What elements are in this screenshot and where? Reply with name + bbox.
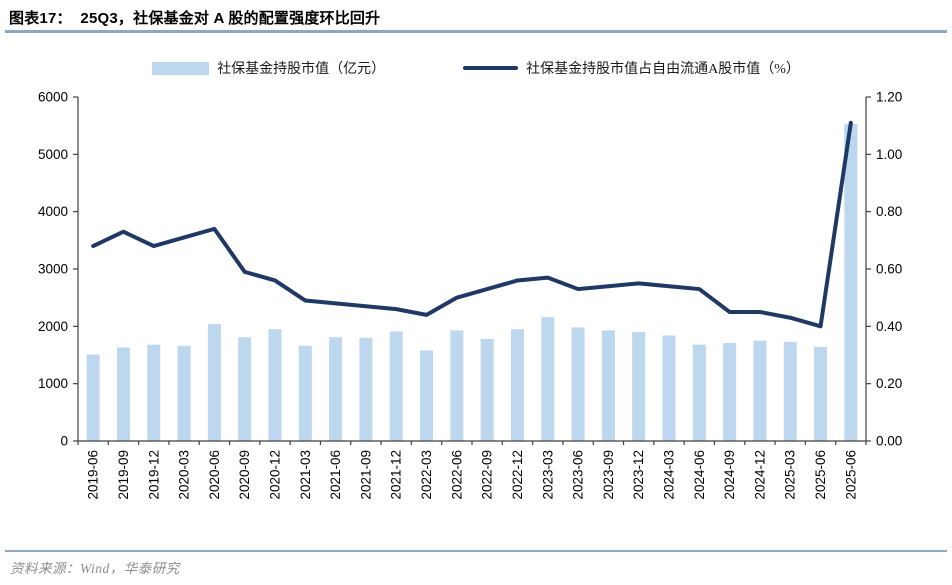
bar-2020-09	[238, 337, 252, 441]
bar-2023-06	[571, 327, 585, 441]
bar-2019-12	[147, 344, 161, 441]
bar-2021-09	[359, 337, 373, 441]
legend-label-bar-series: 社保基金持股市值（亿元）	[217, 62, 386, 77]
left-tick-label: 2000	[38, 319, 68, 334]
x-tick-label: 2021-12	[389, 450, 404, 500]
right-tick-label: 1.20	[876, 90, 902, 105]
bar-2023-09	[601, 330, 615, 441]
x-tick-label: 2019-06	[86, 450, 101, 500]
source-note: 资料来源：Wind，华泰研究	[10, 561, 180, 576]
x-tick-label: 2019-12	[146, 450, 161, 500]
x-tick-label: 2023-12	[631, 450, 646, 500]
bar-2025-03	[783, 341, 797, 441]
x-tick-label: 2023-09	[601, 450, 616, 500]
x-tick-label: 2024-03	[662, 450, 677, 500]
right-tick-label: 0.00	[876, 434, 902, 449]
x-tick-label: 2025-06	[843, 450, 858, 500]
bar-2020-03	[177, 345, 191, 441]
right-tick-label: 0.20	[876, 376, 902, 391]
bar-2025-06	[814, 346, 828, 441]
bar-2024-06	[692, 344, 706, 441]
footer-divider	[5, 550, 947, 552]
x-tick-label: 2021-09	[358, 450, 373, 500]
legend-item-line-series: 社保基金持股市值占自由流通A股市值（%）	[463, 58, 800, 78]
x-tick-label: 2023-06	[571, 450, 586, 500]
left-tick-label: 5000	[38, 147, 68, 162]
bar-2022-06	[450, 330, 464, 441]
bar-2020-06	[207, 324, 221, 441]
bar-2024-09	[723, 342, 737, 441]
right-tick-label: 0.60	[876, 262, 902, 277]
line-series-swatch-icon	[463, 66, 519, 70]
right-tick-label: 0.40	[876, 319, 902, 334]
x-tick-label: 2022-06	[449, 450, 464, 500]
left-tick-label: 6000	[38, 90, 68, 105]
legend-item-bar-series: 社保基金持股市值（亿元）	[152, 58, 385, 78]
bar-2023-03	[541, 317, 555, 441]
x-tick-label: 2025-03	[783, 450, 798, 500]
x-tick-label: 2019-09	[116, 450, 131, 500]
x-tick-label: 2020-06	[207, 450, 222, 500]
bar-2020-12	[268, 329, 282, 441]
chart-legend: 社保基金持股市值（亿元） 社保基金持股市值占自由流通A股市值（%）	[0, 58, 952, 78]
x-tick-label: 2020-03	[177, 450, 192, 500]
bar-2019-09	[116, 347, 130, 441]
bar-2024-03	[662, 335, 676, 441]
bar-2021-03	[298, 345, 312, 441]
left-tick-label: 3000	[38, 262, 68, 277]
bar-2019-06	[86, 354, 100, 441]
bar-series-swatch-icon	[152, 61, 210, 75]
bar-2021-06	[329, 337, 343, 441]
x-tick-label: 2024-12	[752, 450, 767, 500]
x-tick-label: 2024-09	[722, 450, 737, 500]
x-tick-label: 2020-09	[237, 450, 252, 500]
x-tick-label: 2022-03	[419, 450, 434, 500]
x-tick-label: 2025-06	[813, 450, 828, 500]
x-tick-label: 2021-03	[298, 450, 313, 500]
x-tick-label: 2021-06	[328, 450, 343, 500]
bar-2022-12	[510, 329, 524, 441]
x-tick-label: 2020-12	[268, 450, 283, 500]
bar-2021-12	[389, 331, 403, 441]
bar-2022-09	[480, 338, 494, 441]
left-tick-label: 0	[60, 434, 68, 449]
x-tick-label: 2023-03	[540, 450, 555, 500]
chart-canvas: 0 1000 2000 3000 4000 5000 6000 0.00 0.20 0.40 0.6…	[38, 90, 902, 500]
bar-2022-03	[420, 350, 434, 441]
bar-2023-12	[632, 332, 646, 441]
title-divider	[5, 30, 947, 33]
figure-title: 图表17： 25Q3，社保基金对 A 股的配置强度环比回升	[9, 10, 381, 27]
bar-2025-06	[844, 123, 858, 442]
left-tick-label: 4000	[38, 204, 68, 219]
ratio-line-series	[91, 120, 853, 329]
x-tick-label: 2022-12	[510, 450, 525, 500]
legend-label-line-series: 社保基金持股市值占自由流通A股市值（%）	[526, 62, 800, 77]
bar-2024-12	[753, 340, 767, 441]
x-tick-label: 2024-06	[692, 450, 707, 500]
x-tick-label: 2022-09	[480, 450, 495, 500]
right-tick-label: 1.00	[876, 147, 902, 162]
right-tick-label: 0.80	[876, 204, 902, 219]
left-tick-label: 1000	[38, 376, 68, 391]
